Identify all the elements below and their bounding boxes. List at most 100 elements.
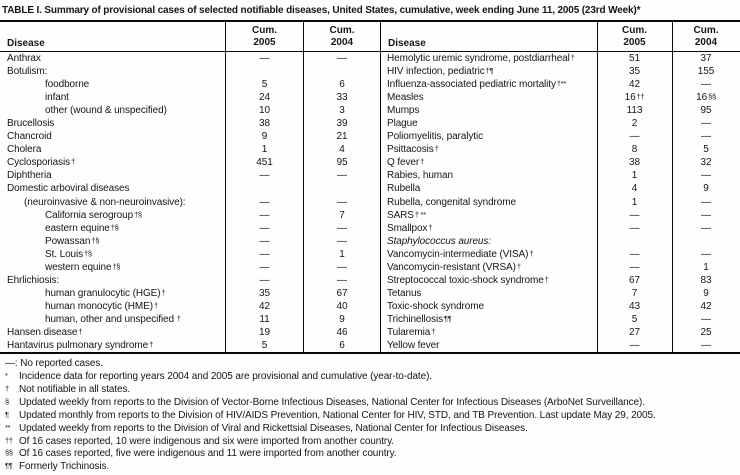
notifiable-diseases-table: Disease Cum. 2005 Cum. 2004 Anthrax — — Bot… [0, 20, 740, 355]
case-count: 35 [259, 287, 270, 299]
cum-2004-cell: 95 [671, 104, 740, 118]
disease-name-cell: human granulocytic (HGE) † [0, 287, 225, 300]
disease-name-cell: Hemolytic uremic syndrome, postdiarrheal… [381, 52, 597, 65]
disease-name-cell: foodborne [0, 78, 225, 91]
footnote-marker: † [431, 326, 436, 336]
disease-name: Yellow fever [387, 340, 440, 352]
disease-name: Hantavirus pulmonary syndrome [7, 340, 149, 352]
footnote-marker: † [516, 261, 521, 271]
cum-2004-cell: 46 [303, 325, 380, 340]
cum-2004-cell: — [303, 234, 380, 248]
case-count: 38 [259, 118, 270, 130]
disease-name-cell: Q fever † [381, 156, 597, 169]
case-count: — [259, 209, 270, 221]
disease-name: Mumps [387, 105, 420, 117]
disease-name-cell: Rubella, congenital syndrome [381, 196, 597, 209]
cum-2004-cell: 5 [671, 143, 740, 157]
cum-2005-cell: 16 †† [596, 91, 672, 105]
cum-2005-cell: 35 [225, 286, 303, 300]
cum-2005-cell: — [596, 339, 672, 353]
footnote-marker: †§ [84, 248, 92, 258]
disease-name-cell: Plague [381, 117, 597, 130]
case-count: — [701, 340, 711, 352]
case-count: 38 [629, 157, 640, 169]
disease-name: Powassan [45, 235, 91, 247]
disease-name-cell: Cholera [0, 143, 225, 156]
disease-name: California serogroup [45, 209, 134, 221]
table-row: Staphylococcus aureus: [381, 234, 740, 248]
case-count: 83 [700, 274, 712, 286]
case-count: 5 [261, 340, 268, 352]
case-count: — [337, 274, 347, 286]
disease-name: Botulism: [7, 66, 48, 78]
disease-name: Hansen disease [7, 327, 78, 338]
cum-2004-cell: — [671, 339, 740, 353]
disease-name-cell: Staphylococcus aureus: [381, 235, 597, 248]
disease-name-cell: Vancomycin-intermediate (VISA) † [381, 248, 597, 261]
case-count: 3 [339, 105, 345, 117]
disease-name: Anthrax [7, 53, 41, 65]
disease-name-cell: Streptococcal toxic-shock syndrome † [381, 274, 597, 287]
table-row: HIV infection, pediatric †¶ 35 155 [381, 65, 740, 79]
disease-name-cell: Botulism: [0, 65, 225, 78]
cum-2005-cell: 11 [225, 312, 303, 326]
disease-name: Domestic arboviral diseases [7, 183, 130, 195]
footnote-marker: †† [5, 435, 13, 445]
disease-name: Rabies, human [387, 170, 453, 182]
footnote: ¶ Updated monthly from reports to the Div… [5, 410, 740, 423]
case-count: 19 [259, 327, 270, 338]
case-count: 9 [261, 131, 268, 143]
disease-name: Measles [387, 92, 424, 104]
case-count: 4 [339, 144, 345, 156]
case-count: 40 [336, 300, 348, 312]
case-count: 5 [631, 313, 638, 325]
footnote: * Incidence data for reporting years 2004… [5, 371, 740, 384]
table-row: Rubella, congenital syndrome 1 — [381, 195, 740, 209]
table-row: Brucellosis 38 39 [0, 117, 380, 131]
cum-2004-cell: 32 [671, 156, 740, 170]
cum-2004-cell: — [303, 273, 380, 287]
cum-2004-cell: 37 [671, 52, 740, 66]
case-count: — [259, 196, 270, 208]
footnote-marker: † [174, 313, 181, 323]
case-count: 46 [336, 327, 348, 338]
cum-2005-cell: 1 [596, 195, 672, 209]
disease-name: eastern equine [45, 222, 110, 234]
case-count: — [629, 261, 640, 273]
footnote-marker: † [153, 300, 158, 310]
disease-name: Vancomycin-resistant (VRSA) [387, 261, 516, 273]
cum-2004-cell: 67 [303, 286, 380, 300]
disease-name: Trichinellosis [387, 313, 444, 325]
table-row: Hemolytic uremic syndrome, postdiarrheal… [381, 52, 740, 66]
case-count: — [701, 79, 711, 91]
disease-name-cell: western equine †§ [0, 261, 225, 274]
cum-2005-cell [225, 65, 303, 79]
case-count: 51 [629, 53, 640, 65]
cum-2004-cell: 9 [303, 312, 380, 326]
disease-name: Psittacosis [387, 144, 434, 156]
case-count: 43 [629, 300, 640, 312]
disease-name: infant [45, 92, 69, 104]
cum-2004-cell: — [303, 169, 380, 183]
cum-2005-cell: 1 [596, 169, 672, 183]
disease-name-cell: Tularemia † [381, 326, 597, 339]
case-count: — [701, 313, 711, 325]
disease-name-cell: Influenza-associated pediatric mortality… [381, 78, 597, 91]
cum-2005-cell: 10 [225, 104, 303, 118]
cum-2004-cell: 39 [303, 117, 380, 131]
footnote: —: No reported cases. [5, 358, 740, 371]
disease-name-cell: Hantavirus pulmonary syndrome † [0, 339, 225, 352]
column-header-cum-2004: Cum. 2004 [303, 22, 380, 51]
disease-name: Rubella, congenital syndrome [387, 196, 516, 208]
case-count: — [701, 222, 711, 234]
disease-name-cell: Yellow fever [381, 339, 597, 352]
footnote-marker: ¶ [5, 409, 9, 419]
cum-2004-cell: — [671, 247, 740, 261]
table-row: (neuroinvasive & non-neuroinvasive): — — [0, 195, 380, 209]
cum-2005-cell: 27 [596, 325, 672, 340]
disease-name: Rubella [387, 183, 421, 195]
table-row: foodborne 5 6 [0, 78, 380, 92]
disease-name: Poliomyelitis, paralytic [387, 131, 483, 143]
table-row: Trichinellosis ¶¶ 5 — [381, 312, 740, 326]
case-count: — [259, 53, 270, 65]
